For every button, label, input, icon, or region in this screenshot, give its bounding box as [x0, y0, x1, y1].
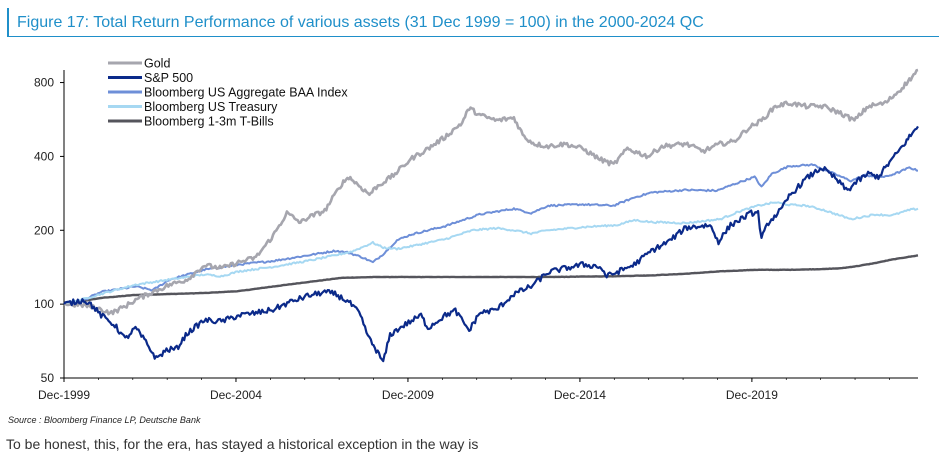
x-tick-label: Dec-2009 [382, 388, 434, 402]
series-layer [63, 68, 919, 363]
chart-title: Figure 17: Total Return Performance of v… [17, 14, 704, 31]
footer-text: To be honest, this, for the era, has sta… [6, 436, 479, 452]
legend-label: S&P 500 [144, 71, 193, 85]
y-tick-label: 200 [34, 223, 54, 237]
title-bar: Figure 17: Total Return Performance of v… [7, 8, 939, 37]
x-tick-label: Dec-2014 [554, 388, 606, 402]
series-line-bloomberg-us-treasury [63, 201, 919, 306]
legend-label: Bloomberg US Treasury [144, 100, 278, 114]
series-line-gold [63, 68, 919, 316]
series-line-s-p-500 [63, 125, 919, 363]
legend-label: Bloomberg 1-3m T-Bills [144, 115, 274, 129]
y-tick-label: 400 [34, 149, 54, 163]
series-line-bloomberg-us-aggregate-baa-index [63, 163, 918, 306]
series-line-bloomberg-1-3m-t-bills [63, 254, 919, 306]
legend-label: Bloomberg US Aggregate BAA Index [144, 86, 348, 100]
source-note: Source : Bloomberg Finance LP, Deutsche … [8, 415, 201, 425]
legend-label: Gold [144, 57, 170, 71]
x-tick-label: Dec-2004 [210, 388, 262, 402]
chart-axes: 50 100 200 400 800 Dec-1999 Dec-2004 Dec-2009 De… [34, 70, 918, 402]
y-tick-label: 100 [34, 297, 54, 311]
y-tick-label: 800 [34, 76, 54, 90]
x-tick-label: Dec-1999 [38, 388, 90, 402]
x-tick-label: Dec-2019 [726, 388, 778, 402]
y-tick-label: 50 [41, 371, 55, 385]
